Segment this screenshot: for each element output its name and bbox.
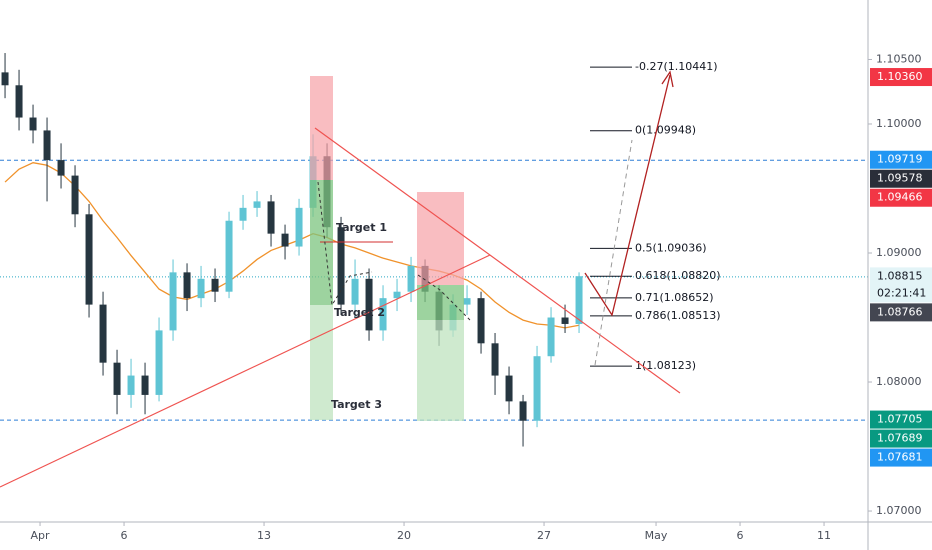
candle-body <box>29 117 37 131</box>
price-label-text: 1.07689 <box>877 432 923 445</box>
candle-body <box>183 272 191 299</box>
fib-label: 0(1.09948) <box>635 124 696 137</box>
price-label-text: 1.07681 <box>877 451 923 464</box>
fib-label: 0.71(1.08652) <box>635 291 714 304</box>
candle-body <box>379 298 387 331</box>
target-zone <box>417 285 464 320</box>
price-label <box>870 150 932 169</box>
candle-body <box>463 298 471 305</box>
candle-body <box>407 265 415 292</box>
candle-body <box>169 272 177 331</box>
arrow-head <box>661 70 674 88</box>
candle-body <box>43 130 51 161</box>
candle-body <box>267 201 275 234</box>
candle-body <box>197 278 205 299</box>
x-tick-label: 27 <box>537 529 551 542</box>
candle-body <box>1 72 9 86</box>
price-label <box>870 68 932 87</box>
candle-body <box>239 207 247 221</box>
fib-trend <box>594 139 633 366</box>
y-tick-label: 1.10000 <box>876 117 922 130</box>
y-tick-label: 1.07000 <box>876 504 922 517</box>
price-label <box>870 169 932 188</box>
y-tick-label: 1.08000 <box>876 375 922 388</box>
price-label <box>870 303 932 322</box>
projection-path <box>317 181 373 307</box>
candle-body <box>281 233 289 247</box>
countdown: 02:21:41 <box>877 286 926 299</box>
fib-label: 0.5(1.09036) <box>635 241 707 254</box>
price-label <box>870 429 932 448</box>
projection-path <box>417 274 471 321</box>
target-zone <box>417 320 464 421</box>
candle-body <box>155 330 163 395</box>
candle-body <box>127 375 135 395</box>
candle-body <box>211 278 219 292</box>
candle-body <box>141 375 149 395</box>
x-tick-label: Apr <box>31 529 51 542</box>
price-label-text: 1.07705 <box>877 413 923 426</box>
x-tick-label: May <box>645 529 668 542</box>
trendline <box>314 127 681 394</box>
candle-body <box>85 214 93 305</box>
candle-body <box>57 160 65 176</box>
forecast-arrow <box>584 74 671 317</box>
fib-label: 0.618(1.08820) <box>635 269 721 282</box>
x-tick-label: 20 <box>397 529 411 542</box>
fib-label: 0.786(1.08513) <box>635 309 721 322</box>
price-label-text: 1.09578 <box>877 172 923 185</box>
candle-body <box>365 278 373 331</box>
target-zone <box>310 305 333 420</box>
moving-average <box>4 162 580 329</box>
candle-body <box>253 201 261 208</box>
trendline <box>0 254 491 488</box>
price-label <box>870 267 932 303</box>
candle-body <box>519 401 527 421</box>
y-tick-label: 1.10500 <box>876 52 922 65</box>
y-tick-label: 1.09000 <box>876 246 922 259</box>
stop-zone <box>310 76 333 180</box>
candle-body <box>351 278 359 305</box>
candle-body <box>393 291 401 299</box>
x-tick-label: 13 <box>257 529 271 542</box>
candle-body <box>547 317 555 357</box>
candle-body <box>561 317 569 324</box>
price-label <box>870 188 932 207</box>
candle-body <box>99 304 107 363</box>
candle-body <box>575 276 583 324</box>
annotation: Target 2 <box>334 306 385 319</box>
candle-body <box>15 85 23 118</box>
fib-label: 1(1.08123) <box>635 359 696 372</box>
candle-body <box>225 220 233 292</box>
price-label <box>870 448 932 467</box>
candle-body <box>295 207 303 247</box>
annotation: Target 3 <box>331 398 382 411</box>
price-label-text: 1.10360 <box>877 70 923 83</box>
candle-body <box>533 356 541 421</box>
price-label-text: 1.08815 <box>877 269 923 282</box>
candle-body <box>477 298 485 344</box>
price-label-text: 1.09719 <box>877 153 923 166</box>
price-label-text: 1.08766 <box>877 305 923 318</box>
x-tick-label: 11 <box>817 529 831 542</box>
candle-body <box>505 375 513 402</box>
price-label <box>870 410 932 429</box>
x-tick-label: 6 <box>121 529 128 542</box>
x-tick-label: 6 <box>737 529 744 542</box>
drawings: Target 1 Target 2 Target 3 <box>0 70 681 488</box>
price-label-text: 1.09466 <box>877 191 923 204</box>
candle-body <box>71 175 79 215</box>
candle-body <box>113 362 121 395</box>
fib-label: -0.27(1.10441) <box>635 60 718 73</box>
annotation: Target 1 <box>336 221 387 234</box>
candle-body <box>491 343 499 376</box>
candle-body <box>337 227 345 305</box>
